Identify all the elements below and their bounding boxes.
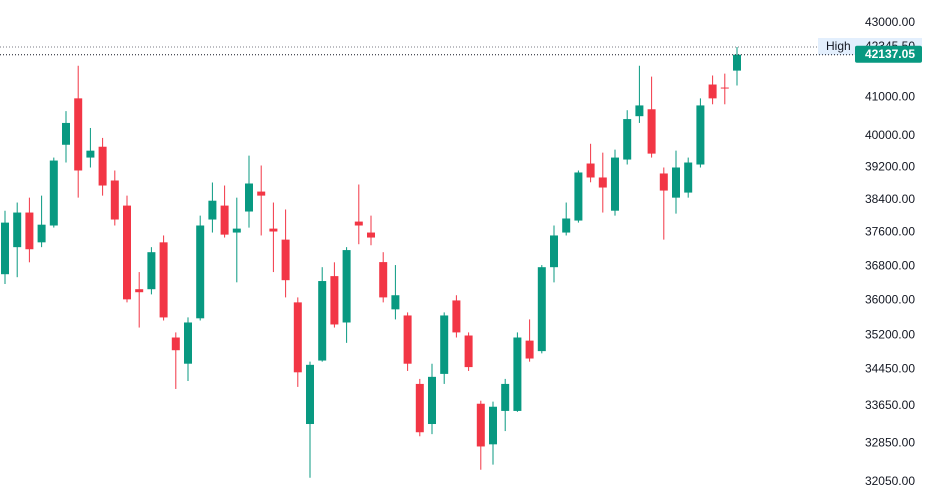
candle-body (245, 183, 253, 212)
candle-body (647, 109, 656, 154)
candle-body (611, 157, 619, 211)
candle-body (635, 105, 644, 117)
candle-body (171, 337, 180, 351)
candle-body (342, 250, 351, 323)
candle-body (293, 302, 302, 373)
y-tick-label: 32050.00 (865, 474, 915, 488)
candle-body (318, 281, 327, 361)
candle-body (525, 340, 534, 359)
y-tick-label: 34450.00 (865, 361, 915, 375)
candle-body (354, 221, 363, 226)
y-tick-label: 35200.00 (865, 328, 915, 342)
candle-body (232, 228, 241, 233)
candle-body (562, 218, 571, 233)
high-name: High (826, 39, 851, 53)
candle-body (501, 383, 510, 411)
candle-body (98, 146, 107, 186)
candle-body (86, 150, 95, 158)
candle-body (574, 172, 583, 221)
candle-body (74, 98, 83, 171)
candle-body (196, 225, 205, 319)
candle-body (708, 84, 717, 99)
candle-body (62, 122, 70, 145)
candle-body (257, 191, 266, 196)
candle-body (25, 212, 34, 250)
candle-body (428, 376, 436, 425)
candle-body (672, 167, 680, 198)
candle-body (598, 177, 607, 188)
candle-body (269, 228, 278, 232)
candle-body (476, 403, 485, 447)
candle-body (37, 224, 46, 243)
candle-body (684, 162, 693, 193)
candle-body (220, 205, 229, 235)
last-price-box (855, 45, 922, 63)
y-tick-label: 40000.00 (865, 128, 915, 142)
y-tick-label: 38400.00 (865, 192, 915, 206)
candle-body (147, 252, 156, 290)
candle-body (110, 180, 119, 220)
candle-body (379, 262, 388, 298)
candle-body (367, 232, 375, 238)
candle-body (306, 364, 314, 425)
candle-body (440, 315, 449, 374)
candle-body (281, 239, 290, 281)
candle-body (13, 212, 22, 248)
candle-body (49, 160, 58, 226)
candle-body (537, 267, 546, 352)
candle-body (550, 235, 558, 268)
y-tick-label: 36000.00 (865, 293, 915, 307)
y-tick-label: 32850.00 (865, 436, 915, 450)
last-price-label: 42137.05 (865, 47, 915, 61)
y-tick-label: 33650.00 (865, 398, 915, 412)
candle-body (391, 295, 400, 310)
candle-body (159, 242, 168, 318)
candle-body (330, 276, 339, 325)
candle-body (489, 406, 497, 445)
y-tick-label: 39200.00 (865, 160, 915, 174)
y-tick-label: 43000.00 (865, 15, 915, 29)
candle-body (586, 163, 595, 178)
candle-body (513, 337, 522, 411)
y-tick-label: 37600.00 (865, 225, 915, 239)
candle-body (696, 105, 705, 165)
candle-body (123, 205, 131, 300)
candle-body (1, 222, 9, 275)
candle-body (733, 54, 741, 71)
candle-body (184, 322, 192, 364)
y-tick-label: 36800.00 (865, 258, 915, 272)
candle-body (403, 315, 412, 364)
candle-body (720, 87, 729, 89)
candle-body (135, 289, 144, 293)
y-tick-label: 41000.00 (865, 90, 915, 104)
candle-body (452, 300, 461, 333)
candle-body (208, 200, 217, 220)
candle-body (464, 335, 473, 368)
candle-body (415, 383, 424, 433)
candle-body (623, 119, 632, 160)
candle-body (659, 173, 668, 191)
